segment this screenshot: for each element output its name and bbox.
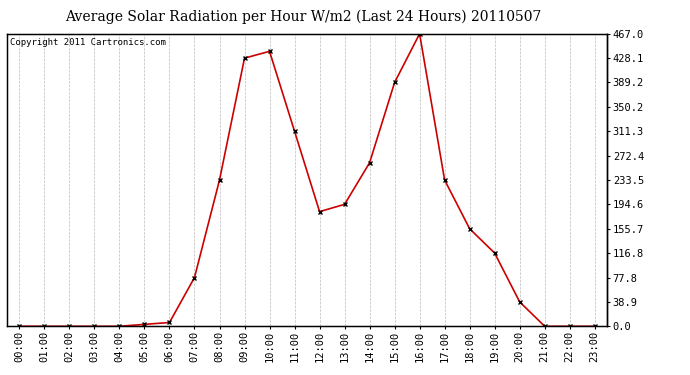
- Text: Copyright 2011 Cartronics.com: Copyright 2011 Cartronics.com: [10, 38, 166, 47]
- Text: Average Solar Radiation per Hour W/m2 (Last 24 Hours) 20110507: Average Solar Radiation per Hour W/m2 (L…: [66, 9, 542, 24]
